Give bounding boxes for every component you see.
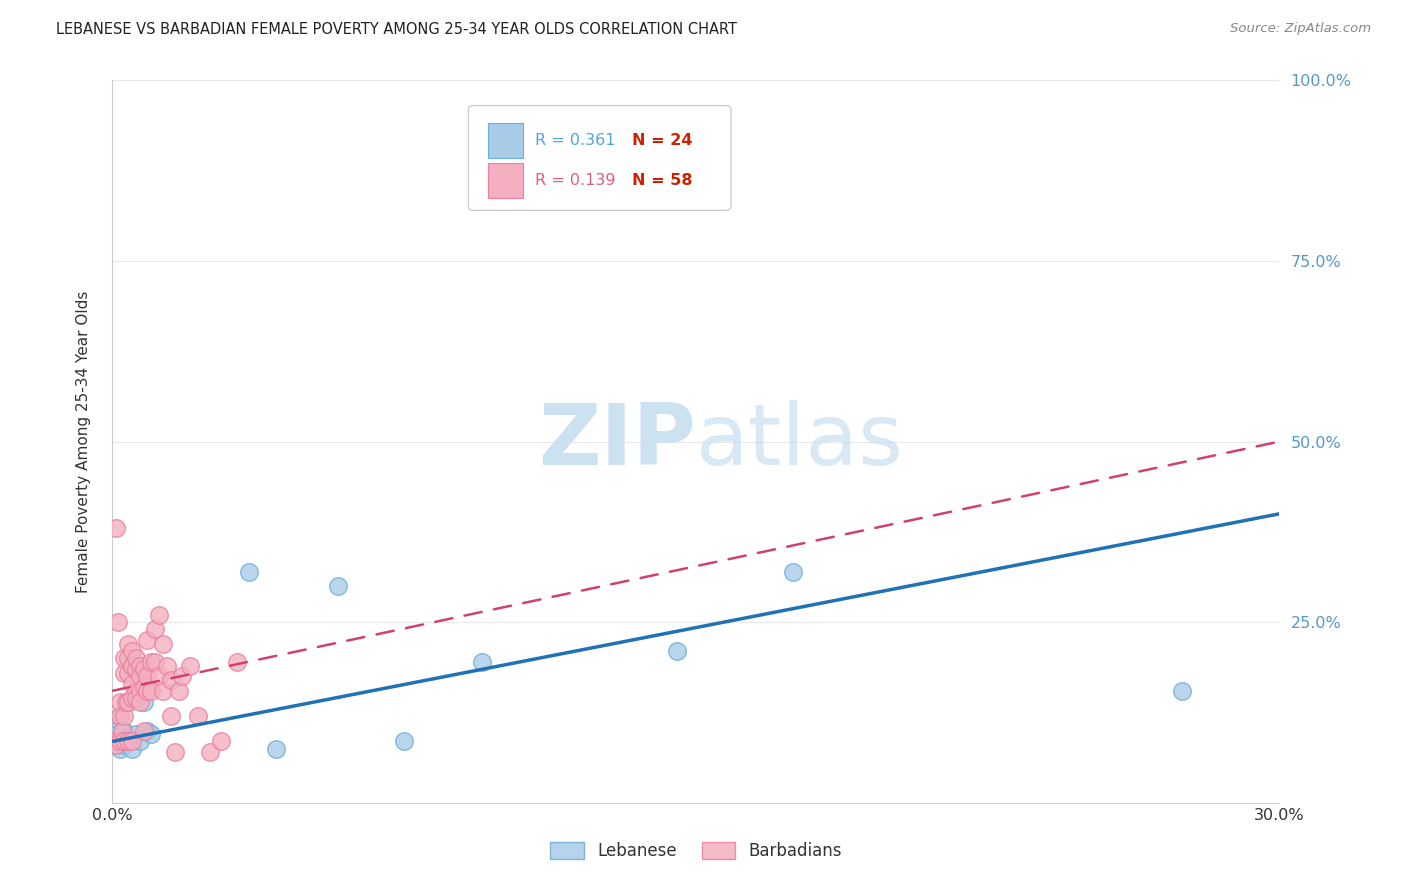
Point bbox=[179, 658, 201, 673]
Point bbox=[105, 738, 128, 752]
Point bbox=[117, 734, 139, 748]
Point bbox=[141, 655, 163, 669]
Point bbox=[141, 727, 163, 741]
Y-axis label: Female Poverty Among 25-34 Year Olds: Female Poverty Among 25-34 Year Olds bbox=[76, 291, 91, 592]
FancyBboxPatch shape bbox=[468, 105, 731, 211]
Point bbox=[125, 727, 148, 741]
Point bbox=[117, 695, 139, 709]
Point bbox=[112, 709, 135, 723]
Point bbox=[226, 655, 249, 669]
Point bbox=[394, 734, 416, 748]
Point bbox=[111, 723, 134, 738]
Point bbox=[110, 734, 132, 748]
Point bbox=[782, 565, 804, 579]
Point bbox=[112, 738, 135, 752]
Point bbox=[128, 669, 150, 683]
Text: Source: ZipAtlas.com: Source: ZipAtlas.com bbox=[1230, 22, 1371, 36]
Point bbox=[148, 669, 170, 683]
Point bbox=[128, 683, 150, 698]
Point bbox=[136, 683, 159, 698]
Point bbox=[1171, 683, 1194, 698]
Point bbox=[198, 745, 221, 759]
Point bbox=[160, 709, 183, 723]
Point bbox=[117, 651, 139, 665]
Text: R = 0.361: R = 0.361 bbox=[534, 133, 616, 148]
Point bbox=[132, 662, 155, 676]
Point bbox=[125, 683, 148, 698]
Point bbox=[148, 607, 170, 622]
Point bbox=[110, 709, 132, 723]
Point bbox=[107, 734, 129, 748]
Text: R = 0.139: R = 0.139 bbox=[534, 173, 616, 188]
Point bbox=[160, 673, 183, 687]
Point bbox=[105, 727, 128, 741]
Point bbox=[117, 695, 139, 709]
FancyBboxPatch shape bbox=[488, 163, 523, 198]
Point bbox=[209, 734, 232, 748]
Point bbox=[132, 680, 155, 694]
Point bbox=[107, 615, 129, 630]
Point bbox=[125, 651, 148, 665]
Point bbox=[125, 662, 148, 676]
Point bbox=[471, 655, 494, 669]
Point bbox=[121, 658, 143, 673]
Point bbox=[163, 745, 186, 759]
Point bbox=[128, 695, 150, 709]
Point bbox=[117, 637, 139, 651]
Point bbox=[152, 683, 174, 698]
Point bbox=[125, 691, 148, 706]
Point bbox=[104, 723, 127, 738]
Point bbox=[112, 723, 135, 738]
Point bbox=[128, 734, 150, 748]
Point bbox=[156, 658, 179, 673]
Point bbox=[121, 676, 143, 690]
Point bbox=[117, 731, 139, 745]
Point bbox=[141, 683, 163, 698]
Point bbox=[264, 741, 287, 756]
Point bbox=[110, 741, 132, 756]
Point bbox=[112, 665, 135, 680]
Text: LEBANESE VS BARBADIAN FEMALE POVERTY AMONG 25-34 YEAR OLDS CORRELATION CHART: LEBANESE VS BARBADIAN FEMALE POVERTY AMO… bbox=[56, 22, 737, 37]
Point bbox=[117, 665, 139, 680]
Point bbox=[110, 709, 132, 723]
Point bbox=[132, 723, 155, 738]
Point bbox=[105, 734, 128, 748]
Text: N = 58: N = 58 bbox=[631, 173, 692, 188]
Point bbox=[105, 521, 128, 535]
Text: N = 24: N = 24 bbox=[631, 133, 692, 148]
Point bbox=[665, 644, 688, 658]
Point bbox=[132, 695, 155, 709]
Point bbox=[112, 734, 135, 748]
Point bbox=[326, 579, 349, 593]
Point bbox=[172, 669, 194, 683]
Point bbox=[238, 565, 260, 579]
Point bbox=[136, 633, 159, 648]
Point bbox=[105, 738, 128, 752]
Point bbox=[143, 623, 166, 637]
Point bbox=[115, 695, 138, 709]
Text: atlas: atlas bbox=[696, 400, 904, 483]
Point bbox=[103, 734, 125, 748]
Point bbox=[121, 691, 143, 706]
Legend: Lebanese, Barbadians: Lebanese, Barbadians bbox=[544, 835, 848, 867]
Point bbox=[121, 741, 143, 756]
Point bbox=[167, 683, 190, 698]
Point bbox=[121, 734, 143, 748]
FancyBboxPatch shape bbox=[488, 123, 523, 158]
Point bbox=[136, 669, 159, 683]
Point bbox=[136, 723, 159, 738]
Point bbox=[121, 658, 143, 673]
Point bbox=[112, 651, 135, 665]
Point bbox=[128, 658, 150, 673]
Point bbox=[121, 644, 143, 658]
Point bbox=[143, 655, 166, 669]
Point bbox=[187, 709, 209, 723]
Point bbox=[152, 637, 174, 651]
Point bbox=[110, 695, 132, 709]
Text: ZIP: ZIP bbox=[538, 400, 696, 483]
